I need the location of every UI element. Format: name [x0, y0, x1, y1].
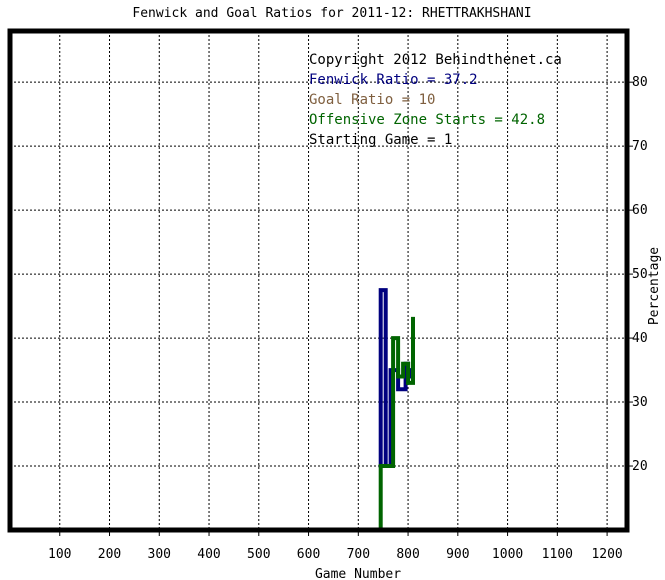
legend-entry-2: Goal Ratio = 10 — [309, 92, 435, 108]
y-tick-label-4: 60 — [632, 203, 648, 218]
y-tick-label-3: 50 — [632, 267, 648, 282]
y-tick-label-1: 30 — [632, 395, 648, 410]
x-tick-label-9: 1000 — [492, 547, 523, 562]
plot-area — [10, 31, 627, 530]
legend-entry-0: Copyright 2012 Behindthenet.ca — [309, 52, 562, 68]
y-tick-label-5: 70 — [632, 139, 648, 154]
y-tick-label-0: 20 — [632, 459, 648, 474]
x-tick-label-11: 1200 — [591, 547, 622, 562]
grid-lines — [10, 31, 627, 530]
x-tick-label-7: 800 — [396, 547, 419, 562]
x-tick-label-6: 700 — [347, 547, 370, 562]
x-tick-label-10: 1100 — [542, 547, 573, 562]
legend-entry-4: Starting Game = 1 — [309, 132, 452, 148]
y-tick-label-6: 80 — [632, 75, 648, 90]
legend: Copyright 2012 Behindthenet.ca Fenwick Ra… — [309, 52, 562, 148]
x-tick-label-3: 400 — [197, 547, 220, 562]
x-tick-label-0: 100 — [48, 547, 71, 562]
plot-frame — [7, 28, 630, 533]
x-axis-label: Game Number — [315, 567, 401, 580]
x-tick-label-1: 200 — [98, 547, 121, 562]
x-tick-label-2: 300 — [148, 547, 171, 562]
legend-entry-3: Offensive Zone Starts = 42.8 — [309, 112, 545, 128]
y-axis-label: Percentage — [647, 247, 662, 325]
x-tick-label-5: 600 — [297, 547, 320, 562]
chart-title: Fenwick and Goal Ratios for 2011-12: RHE… — [132, 6, 531, 21]
x-tick-label-8: 900 — [446, 547, 469, 562]
series-line-offensive-zone-starts — [378, 316, 415, 532]
plot-background — [10, 31, 627, 530]
legend-entry-1: Fenwick Ratio = 37.2 — [309, 72, 478, 88]
x-axis-ticks: 100 200 300 400 500 600 700 800 900 1000 1100 1200 — [48, 530, 623, 562]
series-layer — [378, 288, 415, 532]
y-tick-label-2: 40 — [632, 331, 648, 346]
x-tick-label-4: 500 — [247, 547, 270, 562]
y-axis-ticks: 20 30 40 50 60 70 80 — [627, 75, 648, 474]
plot-border — [7, 28, 630, 533]
